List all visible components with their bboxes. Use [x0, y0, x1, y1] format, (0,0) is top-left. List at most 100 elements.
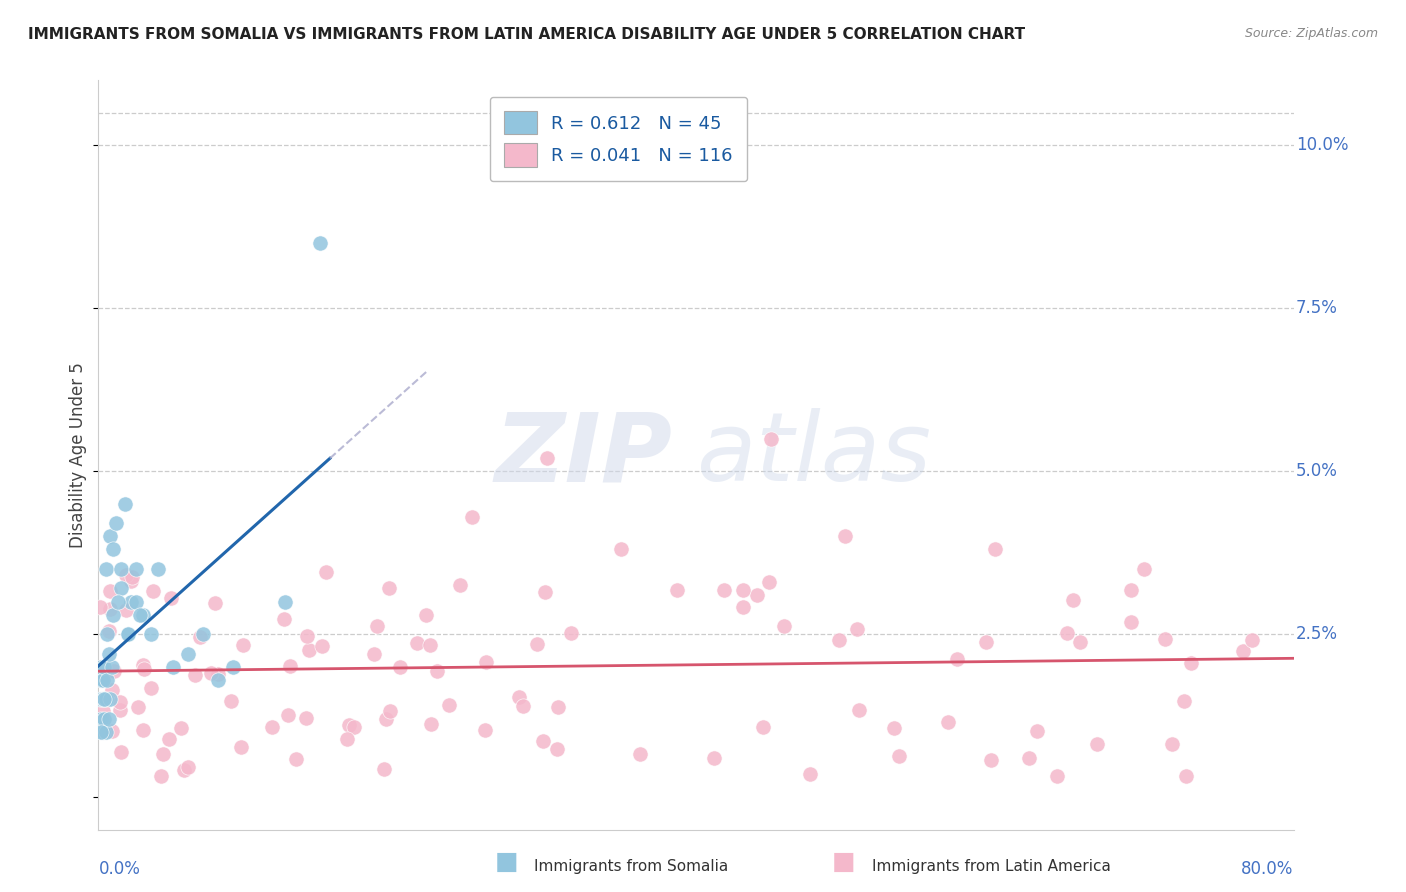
- Point: [94, 692, 117, 706]
- Point: [1026, 723, 1049, 738]
- Point: [273, 612, 295, 626]
- Point: [703, 751, 725, 765]
- Point: [170, 721, 193, 735]
- Point: [731, 582, 754, 597]
- Point: [336, 731, 359, 746]
- Point: [1161, 737, 1184, 751]
- Text: Immigrants from Latin America: Immigrants from Latin America: [872, 859, 1111, 874]
- Point: [536, 451, 558, 466]
- Point: [887, 749, 910, 764]
- Point: [343, 721, 366, 735]
- Point: [366, 618, 388, 632]
- Point: [363, 647, 385, 661]
- Point: [110, 582, 132, 596]
- Point: [1241, 633, 1264, 648]
- Text: atlas: atlas: [696, 409, 931, 501]
- Point: [159, 731, 181, 746]
- Y-axis label: Disability Age Under 5: Disability Age Under 5: [69, 362, 87, 548]
- Point: [120, 594, 142, 608]
- Point: [117, 627, 139, 641]
- Point: [162, 659, 184, 673]
- Point: [91, 724, 114, 739]
- Point: [231, 740, 253, 755]
- Point: [751, 720, 773, 734]
- Point: [295, 629, 318, 643]
- Point: [426, 664, 449, 678]
- Point: [207, 673, 229, 687]
- Point: [117, 627, 139, 641]
- Point: [1119, 583, 1142, 598]
- Text: ■: ■: [832, 850, 855, 874]
- Point: [200, 665, 222, 680]
- Point: [114, 497, 136, 511]
- Point: [834, 529, 856, 543]
- Point: [475, 655, 498, 669]
- Point: [90, 673, 112, 687]
- Point: [974, 635, 997, 649]
- Point: [284, 751, 307, 765]
- Text: ZIP: ZIP: [494, 409, 672, 501]
- Point: [1085, 737, 1108, 751]
- Point: [828, 632, 851, 647]
- Point: [115, 603, 138, 617]
- Point: [89, 692, 111, 706]
- Text: ■: ■: [495, 850, 517, 874]
- Point: [132, 723, 155, 737]
- Point: [419, 716, 441, 731]
- Point: [110, 746, 132, 760]
- Point: [219, 694, 242, 708]
- Point: [93, 659, 115, 673]
- Point: [160, 591, 183, 605]
- Point: [110, 562, 132, 576]
- Point: [315, 565, 337, 579]
- Point: [308, 236, 330, 251]
- Point: [103, 542, 125, 557]
- Point: [1062, 593, 1084, 607]
- Point: [132, 657, 155, 672]
- Point: [98, 583, 121, 598]
- Point: [96, 673, 118, 687]
- Point: [298, 643, 321, 657]
- Text: Source: ZipAtlas.com: Source: ZipAtlas.com: [1244, 27, 1378, 40]
- Point: [125, 562, 148, 576]
- Point: [665, 583, 688, 598]
- Text: IMMIGRANTS FROM SOMALIA VS IMMIGRANTS FROM LATIN AMERICA DISABILITY AGE UNDER 5 : IMMIGRANTS FROM SOMALIA VS IMMIGRANTS FR…: [28, 27, 1025, 42]
- Text: 2.5%: 2.5%: [1296, 625, 1339, 643]
- Point: [449, 577, 471, 591]
- Point: [474, 723, 496, 738]
- Point: [415, 607, 437, 622]
- Point: [628, 747, 651, 761]
- Text: 0.0%: 0.0%: [98, 860, 141, 878]
- Text: 10.0%: 10.0%: [1296, 136, 1348, 154]
- Point: [94, 724, 117, 739]
- Point: [560, 626, 582, 640]
- Point: [759, 432, 782, 446]
- Point: [148, 562, 170, 576]
- Point: [531, 734, 554, 748]
- Point: [295, 711, 318, 725]
- Point: [89, 599, 111, 614]
- Point: [799, 767, 821, 781]
- Point: [90, 712, 112, 726]
- Point: [125, 594, 148, 608]
- Point: [127, 700, 149, 714]
- Point: [176, 760, 198, 774]
- Point: [191, 627, 214, 641]
- Point: [388, 660, 411, 674]
- Point: [337, 718, 360, 732]
- Point: [93, 712, 115, 726]
- Point: [984, 542, 1007, 557]
- Point: [260, 720, 283, 734]
- Point: [129, 607, 152, 622]
- Point: [149, 769, 172, 783]
- Point: [546, 741, 568, 756]
- Legend: R = 0.612   N = 45, R = 0.041   N = 116: R = 0.612 N = 45, R = 0.041 N = 116: [489, 97, 747, 181]
- Point: [101, 683, 124, 698]
- Point: [121, 570, 143, 584]
- Point: [311, 639, 333, 653]
- Point: [848, 703, 870, 717]
- Point: [1056, 626, 1078, 640]
- Point: [406, 636, 429, 650]
- Point: [101, 659, 124, 673]
- Point: [222, 659, 245, 673]
